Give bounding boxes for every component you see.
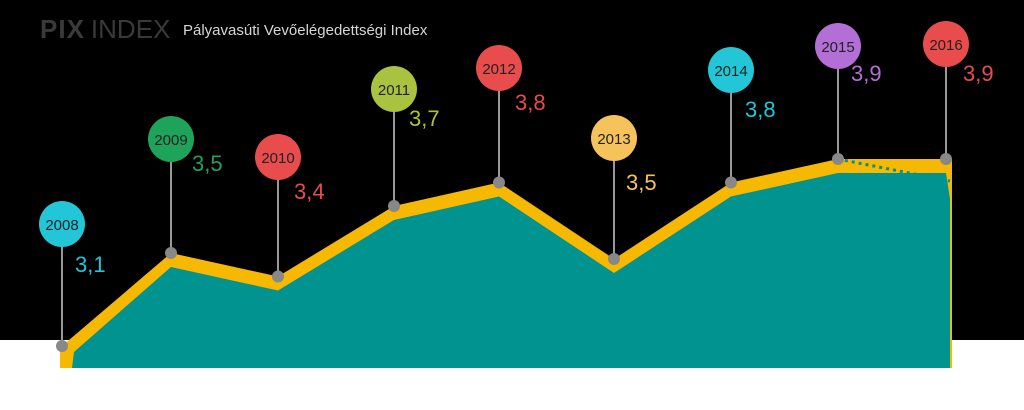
chart-subtitle: Pályavasúti Vevőelégedettségi Index bbox=[183, 22, 428, 39]
brand-name-light: INDEX bbox=[90, 14, 171, 44]
data-point-2008 bbox=[56, 340, 68, 352]
year-bubble-2009 bbox=[148, 116, 194, 162]
value-label-2016: 3,9 bbox=[963, 61, 994, 86]
value-label-2012: 3,8 bbox=[515, 90, 546, 115]
year-label-2014: 2014 bbox=[714, 63, 747, 80]
year-bubble-2012 bbox=[476, 45, 522, 91]
data-point-2012 bbox=[493, 176, 505, 189]
year-label-2011: 2011 bbox=[378, 82, 410, 99]
year-bubble-2013 bbox=[591, 115, 637, 161]
data-point-2009 bbox=[165, 247, 177, 259]
data-point-2011 bbox=[388, 200, 400, 212]
value-label-2008: 3,1 bbox=[75, 252, 106, 277]
year-bubble-2014 bbox=[708, 47, 754, 93]
year-bubble-2011 bbox=[371, 66, 417, 112]
value-label-2015: 3,9 bbox=[851, 61, 882, 86]
year-label-2016: 2016 bbox=[929, 37, 962, 54]
year-label-2013: 2013 bbox=[597, 131, 630, 148]
year-bubble-2010 bbox=[255, 134, 301, 180]
year-label-2010: 2010 bbox=[261, 150, 294, 167]
data-point-2013 bbox=[608, 253, 620, 265]
value-area bbox=[72, 173, 950, 368]
value-label-2011: 3,7 bbox=[409, 106, 440, 131]
value-label-2013: 3,5 bbox=[626, 170, 657, 195]
year-bubble-2016 bbox=[923, 21, 969, 67]
value-label-2009: 3,5 bbox=[192, 151, 223, 176]
area-layer bbox=[72, 157, 951, 368]
year-bubble-2015 bbox=[815, 23, 861, 69]
year-label-2012: 2012 bbox=[482, 61, 515, 78]
brand-name-bold: PIX bbox=[40, 14, 85, 44]
data-point-2010 bbox=[272, 270, 284, 283]
year-label-2008: 2008 bbox=[45, 217, 78, 234]
brand-logo: PIX INDEX bbox=[40, 14, 170, 44]
value-label-2014: 3,8 bbox=[745, 97, 776, 122]
data-point-2016 bbox=[940, 153, 952, 165]
trend-line bbox=[837, 157, 951, 183]
year-label-2015: 2015 bbox=[821, 39, 854, 56]
year-label-2009: 2009 bbox=[154, 132, 187, 149]
data-point-2014 bbox=[725, 176, 737, 189]
stem-layer bbox=[56, 66, 952, 352]
data-point-2015 bbox=[832, 153, 844, 165]
year-bubble-2008 bbox=[39, 201, 85, 247]
value-label-2010: 3,4 bbox=[294, 179, 325, 204]
